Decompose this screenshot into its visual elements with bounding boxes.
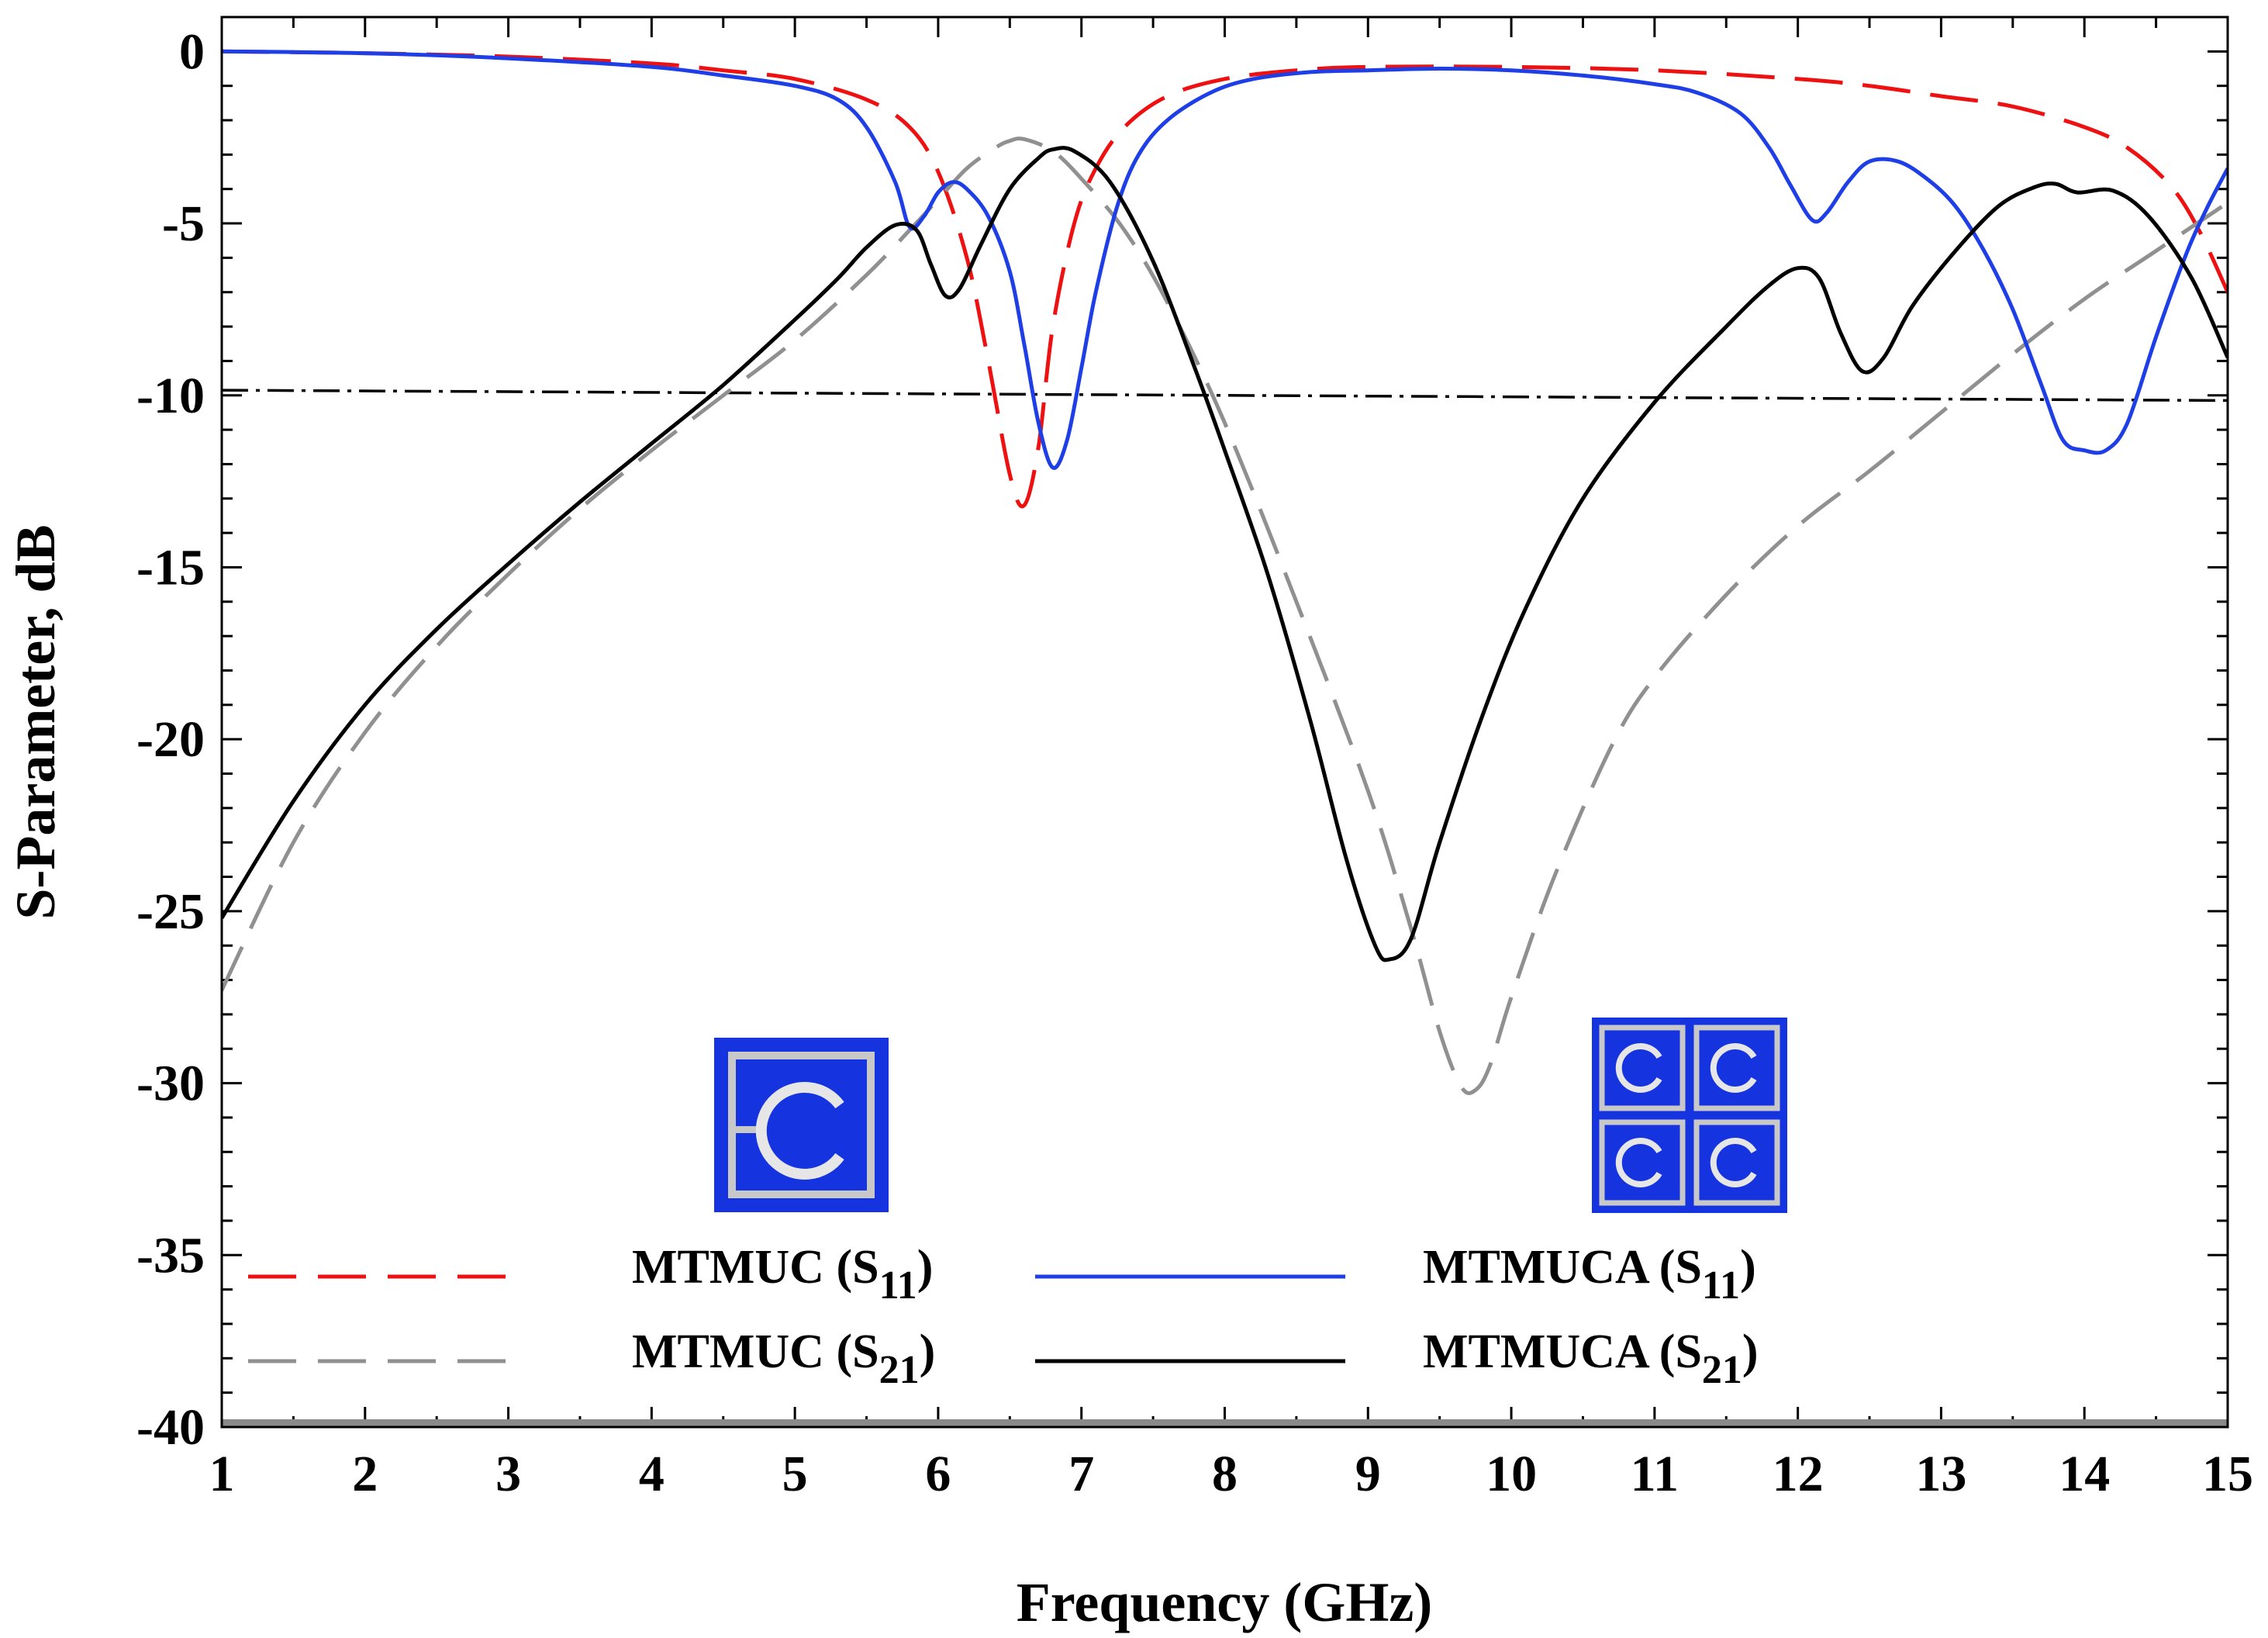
xtick-label: 6 — [925, 1446, 951, 1502]
ytick-label: -30 — [136, 1056, 205, 1112]
inset-mtmuc-unit-cell — [714, 1038, 889, 1212]
ytick-label: -35 — [136, 1227, 205, 1284]
legend-label-mtmuca-s21: MTMUCA (S21) — [1423, 1325, 1759, 1392]
x-axis-title: Frequency (GHz) — [1017, 1571, 1433, 1633]
xtick-label: 13 — [1915, 1446, 1966, 1502]
legend: MTMUC (S11) MTMUCA (S11) MTMUC (S21) MTM… — [248, 1241, 1759, 1392]
legend-label-mtmuca-s11: MTMUCA (S11) — [1423, 1241, 1756, 1308]
xtick-label: 4 — [639, 1446, 665, 1502]
minus-10db-reference-line — [222, 389, 2228, 403]
xtick-label: 14 — [2059, 1446, 2110, 1502]
ytick-label: -25 — [136, 883, 205, 940]
ytick-label: -5 — [162, 195, 205, 252]
xtick-label: 3 — [495, 1446, 521, 1502]
legend-label-mtmuc-s11: MTMUC (S11) — [632, 1241, 933, 1308]
series-line-mtmuc-s11 — [222, 49, 2228, 509]
xtick-label: 5 — [782, 1446, 808, 1502]
ytick-label: -10 — [136, 368, 205, 424]
legend-label-mtmuc-s21: MTMUC (S21) — [632, 1325, 935, 1392]
xtick-label: 2 — [352, 1446, 378, 1502]
x-tick-labels: 1 2 3 4 5 6 7 8 9 10 11 12 13 14 15 — [209, 1446, 2254, 1502]
ytick-label: -15 — [136, 539, 205, 596]
xtick-label: 11 — [1631, 1446, 1679, 1502]
xtick-label: 1 — [209, 1446, 235, 1502]
series-line-mtmuca-s21 — [222, 146, 2228, 962]
xtick-label: 15 — [2202, 1446, 2253, 1502]
xtick-label: 7 — [1068, 1446, 1094, 1502]
inset-mtmuca-array — [1592, 1018, 1787, 1213]
ytick-label: -20 — [136, 711, 205, 768]
bottom-baseline-band — [222, 1419, 2228, 1427]
plot-frame — [220, 16, 2229, 1429]
ytick-label: -40 — [136, 1399, 205, 1456]
xtick-label: 9 — [1355, 1446, 1381, 1502]
series-line-mtmuc-s21 — [222, 136, 2228, 1096]
xtick-label: 8 — [1212, 1446, 1238, 1502]
axis-ticks — [220, 17, 2229, 1429]
series-line-mtmuca-s11 — [222, 49, 2228, 470]
y-tick-labels: 0 -5 -10 -15 -20 -25 -30 -35 -40 — [136, 23, 205, 1456]
xtick-label: 12 — [1773, 1446, 1824, 1502]
ytick-label: 0 — [179, 23, 205, 80]
series-lines — [222, 49, 2228, 1096]
xtick-label: 10 — [1486, 1446, 1537, 1502]
y-axis-title: S-Parameter, dB — [5, 524, 67, 919]
plot-background — [222, 17, 2228, 1427]
